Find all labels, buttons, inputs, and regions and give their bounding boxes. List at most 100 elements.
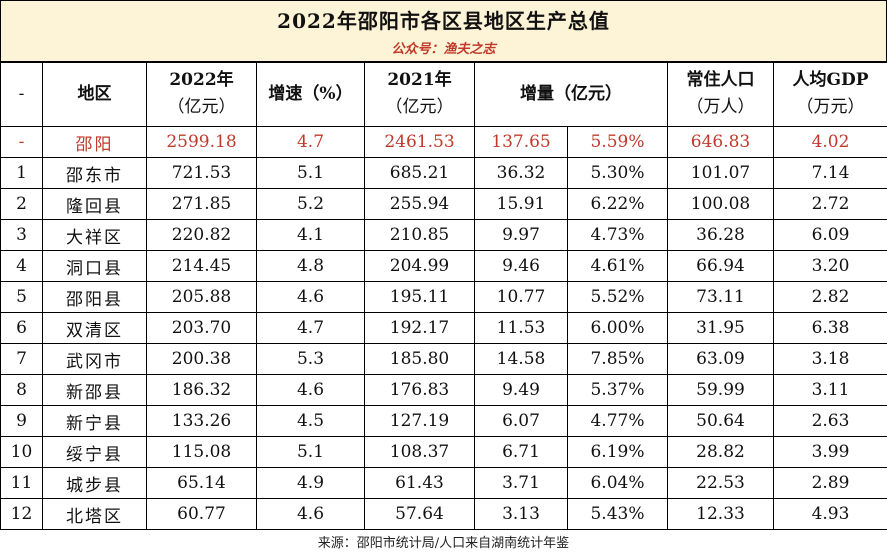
cell-increase-percent: 5.59% — [567, 126, 668, 158]
cell-increase-percent: 5.52% — [567, 281, 668, 313]
page-subtitle: 公众号：渔夫之志 — [391, 42, 496, 57]
cell-gdp-2022: 133.26 — [146, 405, 257, 437]
cell-index: 8 — [0, 374, 43, 406]
cell-increase: 9.46 — [474, 250, 568, 282]
cell-population: 101.07 — [667, 157, 774, 189]
cell-increase: 6.71 — [474, 436, 568, 468]
table-row: 4 洞口县 214.45 4.8 204.99 9.46 4.61% 66.94 3.20 — [0, 250, 887, 282]
cell-region: 绥宁县 — [42, 436, 147, 468]
cell-growth: 4.6 — [256, 498, 365, 530]
cell-index: 3 — [0, 219, 43, 251]
cell-index: 11 — [0, 467, 43, 499]
table-row: 3 大祥区 220.82 4.1 210.85 9.97 4.73% 36.28 6.09 — [0, 219, 887, 251]
header-population-unit: （万人） — [686, 97, 755, 117]
cell-population: 31.95 — [667, 312, 774, 344]
cell-index: 9 — [0, 405, 43, 437]
cell-gdp-2022: 271.85 — [146, 188, 257, 220]
table-row: 6 双清区 203.70 4.7 192.17 11.53 6.00% 31.95 6.38 — [0, 312, 887, 344]
cell-increase-percent: 5.30% — [567, 157, 668, 189]
cell-increase: 10.77 — [474, 281, 568, 313]
cell-population: 66.94 — [667, 250, 774, 282]
cell-population: 73.11 — [667, 281, 774, 313]
cell-gdp-2021: 176.83 — [364, 374, 475, 406]
cell-index: 4 — [0, 250, 43, 282]
cell-increase: 6.07 — [474, 405, 568, 437]
cell-index: 5 — [0, 281, 43, 313]
cell-increase-percent: 4.73% — [567, 219, 668, 251]
cell-increase: 15.91 — [474, 188, 568, 220]
table-header-row: - 地区 2022年 （亿元） 增速（%） 2021年 （亿元） 增量（亿元） … — [0, 61, 887, 127]
cell-population: 28.82 — [667, 436, 774, 468]
cell-per-capita-gdp: 2.89 — [773, 467, 887, 499]
cell-index: 10 — [0, 436, 43, 468]
table-row-total: - 邵阳 2599.18 4.7 2461.53 137.65 5.59% 646.83 4.0… — [0, 126, 887, 158]
cell-gdp-2022: 65.14 — [146, 467, 257, 499]
cell-index: 2 — [0, 188, 43, 220]
table-row: 7 武冈市 200.38 5.3 185.80 14.58 7.85% 63.09 3.18 — [0, 343, 887, 375]
table-row: 9 新宁县 133.26 4.5 127.19 6.07 4.77% 50.64 2.63 — [0, 405, 887, 437]
source-footer: 来源：邵阳市统计局/人口来自湖南统计年鉴 — [317, 536, 570, 551]
cell-increase: 137.65 — [474, 126, 568, 158]
cell-gdp-2022: 186.32 — [146, 374, 257, 406]
table-row: 1 邵东市 721.53 5.1 685.21 36.32 5.30% 101.07 7.14 — [0, 157, 887, 189]
cell-per-capita-gdp: 2.72 — [773, 188, 887, 220]
table-row: 2 隆回县 271.85 5.2 255.94 15.91 6.22% 100.08 2.72 — [0, 188, 887, 220]
table-row: 8 新邵县 186.32 4.6 176.83 9.49 5.37% 59.99 3.11 — [0, 374, 887, 406]
cell-gdp-2021: 192.17 — [364, 312, 475, 344]
cell-increase-percent: 7.85% — [567, 343, 668, 375]
cell-gdp-2022: 115.08 — [146, 436, 257, 468]
cell-gdp-2022: 200.38 — [146, 343, 257, 375]
cell-region: 大祥区 — [42, 219, 147, 251]
cell-increase-percent: 6.04% — [567, 467, 668, 499]
cell-region: 城步县 — [42, 467, 147, 499]
cell-gdp-2021: 2461.53 — [364, 126, 475, 158]
header-increase: 增量（亿元） — [474, 61, 668, 127]
cell-population: 646.83 — [667, 126, 774, 158]
cell-per-capita-gdp: 3.99 — [773, 436, 887, 468]
cell-growth: 4.6 — [256, 281, 365, 313]
cell-region: 双清区 — [42, 312, 147, 344]
cell-increase: 36.32 — [474, 157, 568, 189]
header-gdp-2022-unit: （亿元） — [167, 97, 236, 117]
cell-population: 22.53 — [667, 467, 774, 499]
cell-per-capita-gdp: 4.93 — [773, 498, 887, 530]
cell-gdp-2022: 60.77 — [146, 498, 257, 530]
cell-growth: 4.5 — [256, 405, 365, 437]
header-gdp-2021-year: 2021年 — [387, 70, 452, 90]
cell-increase-percent: 6.19% — [567, 436, 668, 468]
cell-gdp-2021: 685.21 — [364, 157, 475, 189]
cell-growth: 5.1 — [256, 157, 365, 189]
cell-growth: 4.7 — [256, 312, 365, 344]
cell-gdp-2022: 214.45 — [146, 250, 257, 282]
title-block: 2022年邵阳市各区县地区生产总值 公众号：渔夫之志 — [0, 0, 887, 63]
cell-population: 63.09 — [667, 343, 774, 375]
cell-per-capita-gdp: 7.14 — [773, 157, 887, 189]
cell-region: 新邵县 — [42, 374, 147, 406]
cell-increase: 11.53 — [474, 312, 568, 344]
cell-gdp-2021: 61.43 — [364, 467, 475, 499]
header-gdp-2022-year: 2022年 — [169, 70, 234, 90]
header-per-capita-label: 人均GDP — [792, 70, 869, 90]
cell-increase-percent: 5.43% — [567, 498, 668, 530]
cell-region: 武冈市 — [42, 343, 147, 375]
header-gdp-2021-unit: （亿元） — [385, 97, 454, 117]
cell-per-capita-gdp: 2.82 — [773, 281, 887, 313]
cell-gdp-2021: 195.11 — [364, 281, 475, 313]
cell-gdp-2021: 210.85 — [364, 219, 475, 251]
gdp-table: - 地区 2022年 （亿元） 增速（%） 2021年 （亿元） 增量（亿元） … — [0, 61, 887, 530]
cell-gdp-2021: 255.94 — [364, 188, 475, 220]
header-population-label: 常住人口 — [686, 70, 755, 90]
cell-per-capita-gdp: 3.18 — [773, 343, 887, 375]
cell-increase-percent: 4.77% — [567, 405, 668, 437]
header-gdp-2021: 2021年 （亿元） — [364, 61, 475, 127]
cell-index: 7 — [0, 343, 43, 375]
cell-growth: 4.1 — [256, 219, 365, 251]
cell-per-capita-gdp: 2.63 — [773, 405, 887, 437]
cell-gdp-2021: 127.19 — [364, 405, 475, 437]
cell-growth: 5.3 — [256, 343, 365, 375]
cell-per-capita-gdp: 3.20 — [773, 250, 887, 282]
page-title: 2022年邵阳市各区县地区生产总值 — [277, 9, 610, 33]
cell-population: 50.64 — [667, 405, 774, 437]
header-per-capita-unit: （万元） — [796, 97, 865, 117]
